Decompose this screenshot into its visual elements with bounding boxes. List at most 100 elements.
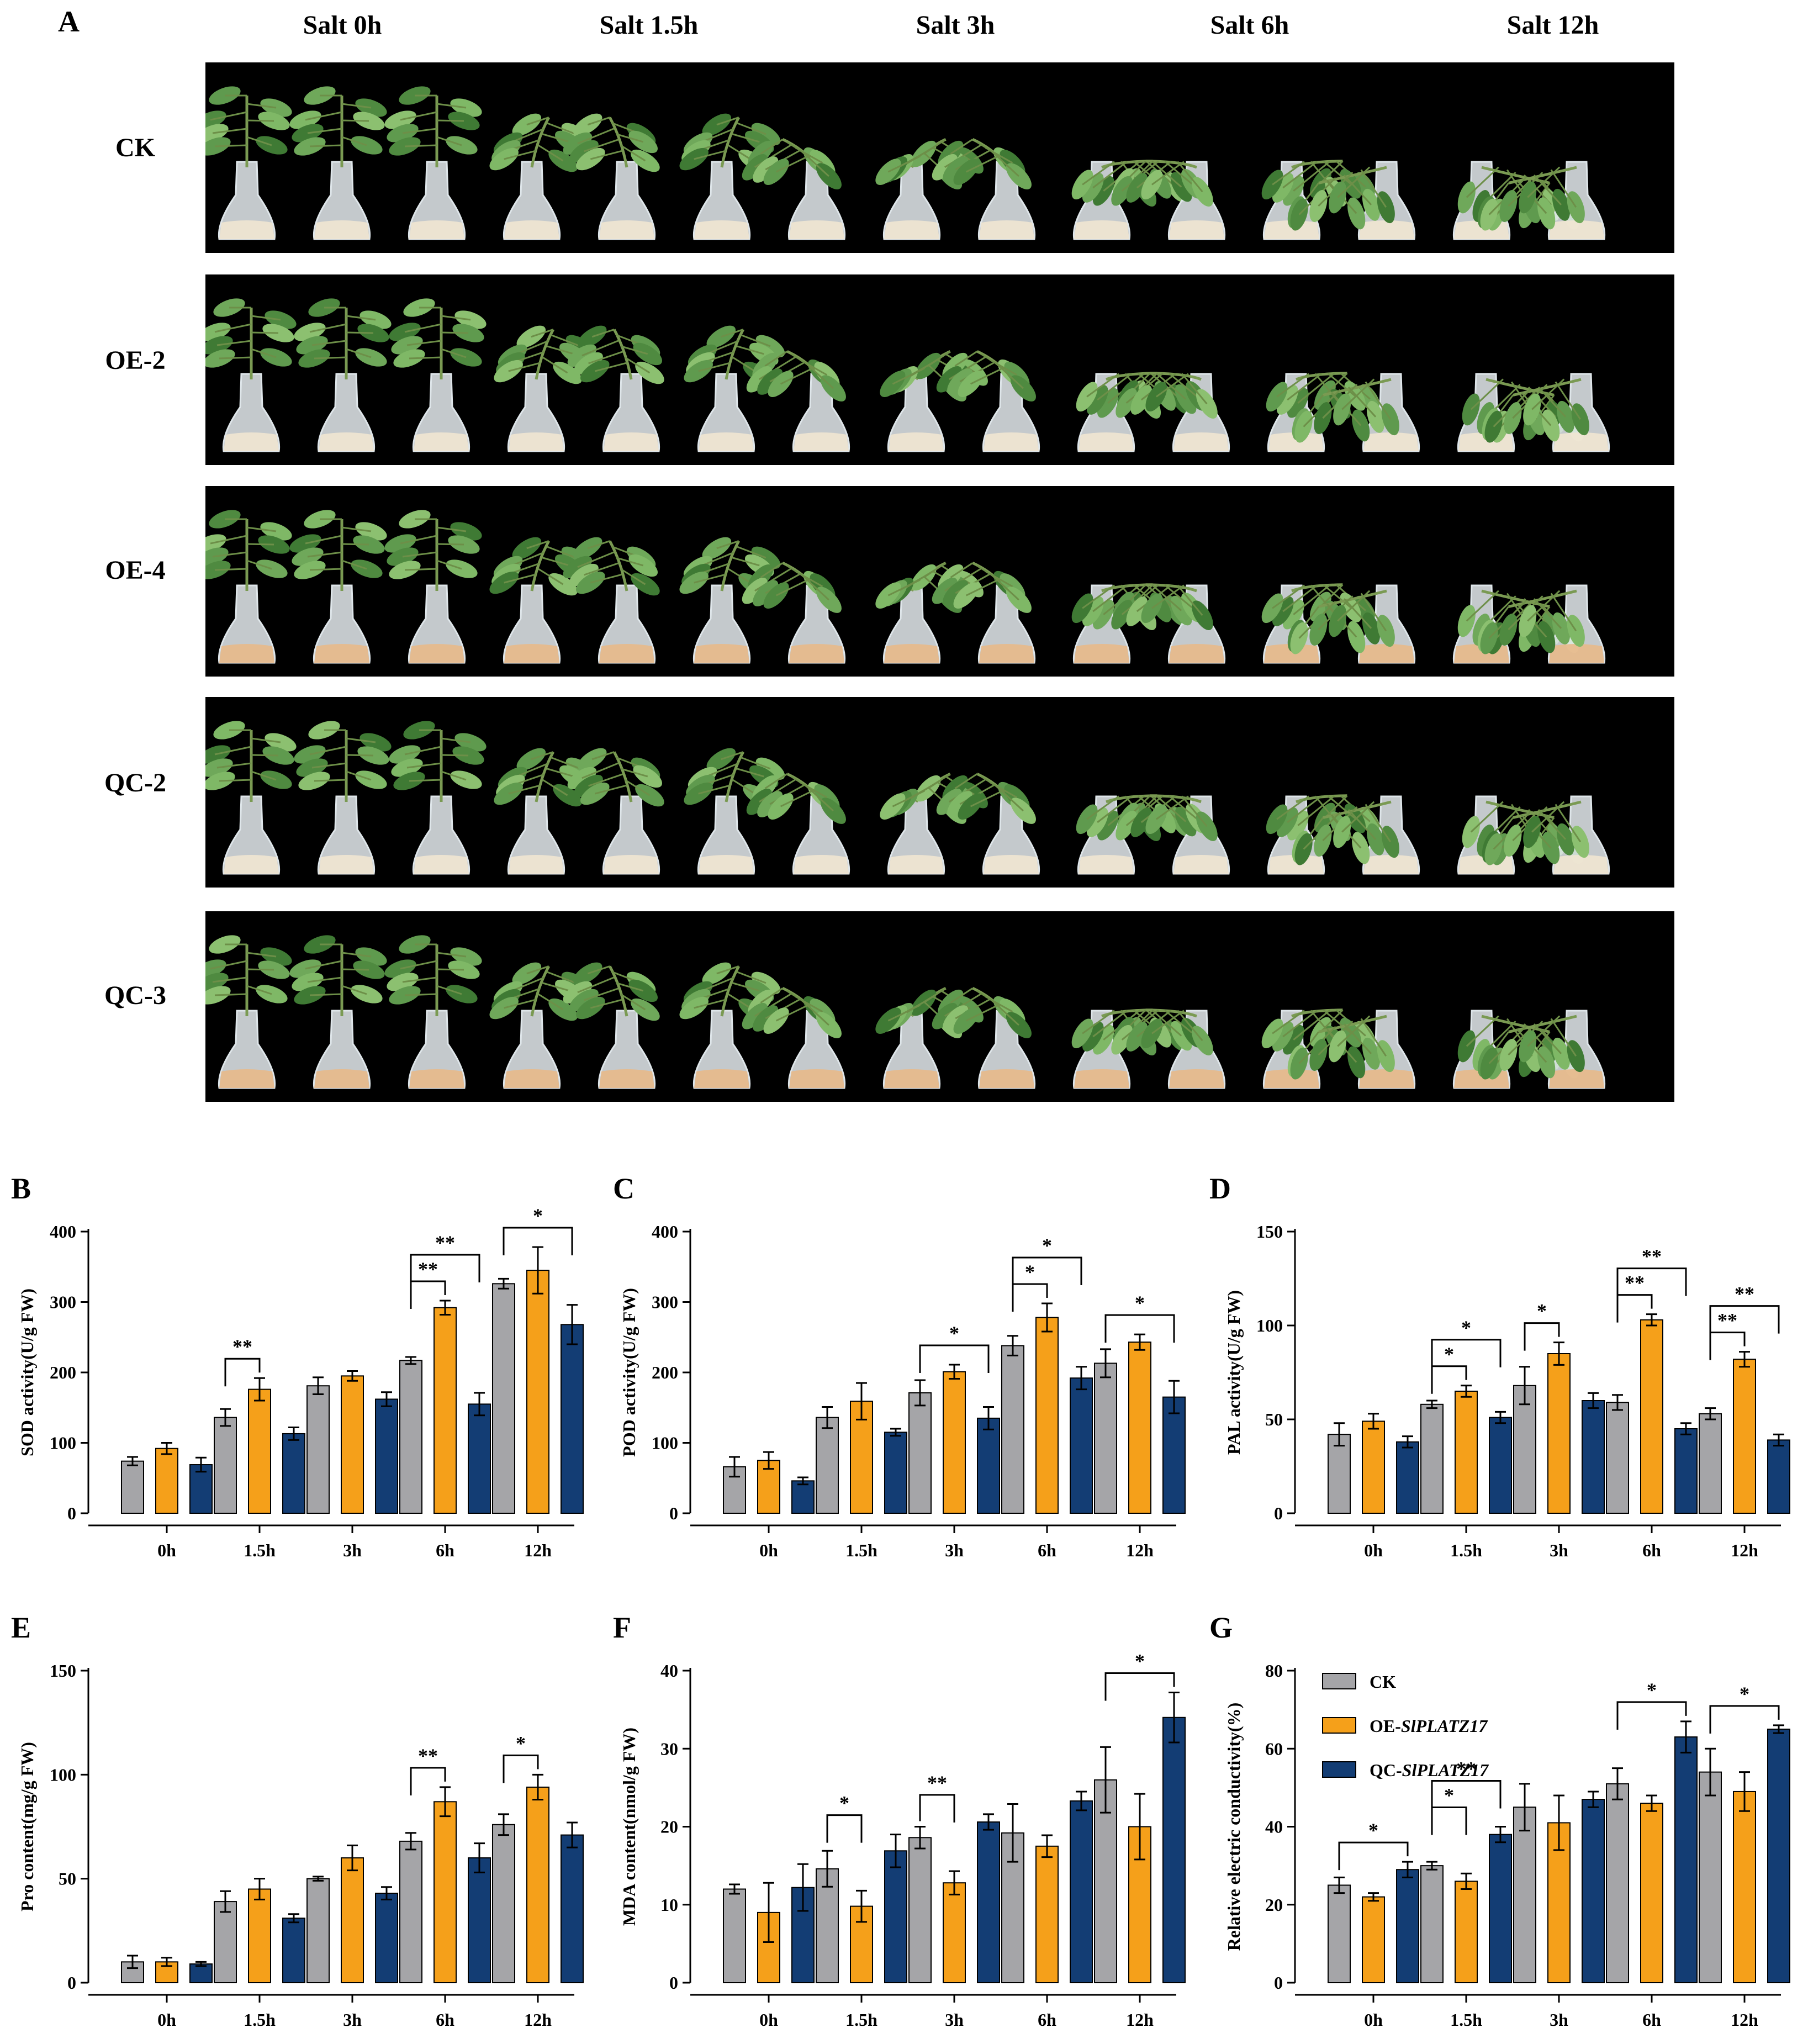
time-header-6h: Salt 6h xyxy=(1210,10,1289,40)
bar xyxy=(306,1878,330,1983)
time-header-0h: Salt 0h xyxy=(303,10,382,40)
plant-flask xyxy=(1482,795,1610,875)
bar xyxy=(757,1460,780,1514)
y-tick-label: 300 xyxy=(652,1292,678,1312)
bar xyxy=(1455,1391,1478,1514)
chart-pal: D 0 50 100 150 PAL activity(U/g FW) 0h 1.5h 3h 6h… xyxy=(1209,1172,1790,1560)
plant-flask xyxy=(289,510,387,664)
significance-label: * xyxy=(1444,1784,1454,1807)
significance-bracket xyxy=(1338,1841,1409,1871)
significance-bracket xyxy=(1524,1322,1560,1351)
bar xyxy=(1489,1417,1512,1514)
significance-bracket xyxy=(1616,1267,1687,1296)
y-axis-label: POD activity(U/g FW) xyxy=(619,1288,639,1457)
panel-letter: F xyxy=(613,1611,631,1644)
x-tick-label: 6h xyxy=(436,2010,454,2030)
significance-label: ** xyxy=(232,1335,252,1358)
plant-flask xyxy=(932,561,1036,664)
plant-flask xyxy=(1111,160,1226,240)
plant-flask xyxy=(1266,372,1381,452)
bar xyxy=(526,1786,549,1983)
bar xyxy=(1767,1439,1790,1514)
bar xyxy=(1396,1869,1419,1983)
plant-flask xyxy=(746,350,850,452)
x-tick-label: 0h xyxy=(759,1540,778,1560)
significance-bracket xyxy=(1431,1780,1502,1809)
significance-label: * xyxy=(1461,1317,1471,1339)
bar xyxy=(908,1837,932,1983)
x-tick-label: 6h xyxy=(1038,2010,1056,2030)
significance-bracket xyxy=(1709,1705,1780,1734)
significance-label: * xyxy=(1647,1679,1657,1701)
significance-bracket xyxy=(1104,1672,1175,1701)
x-tick-label: 3h xyxy=(1550,2010,1568,2030)
panel-letter: C xyxy=(613,1172,635,1205)
bar xyxy=(434,1307,457,1514)
bar xyxy=(341,1375,364,1514)
bar xyxy=(214,1901,237,1983)
bar xyxy=(561,1324,584,1514)
plant-flask xyxy=(679,537,781,664)
plant-flask xyxy=(294,721,392,875)
bar xyxy=(1767,1728,1790,1983)
plant-flask xyxy=(1292,795,1420,875)
significance-label: * xyxy=(1444,1343,1454,1365)
y-tick-label: 200 xyxy=(50,1362,76,1382)
significance-bracket xyxy=(1616,1294,1653,1323)
significance-label: ** xyxy=(1735,1283,1754,1305)
bar xyxy=(1328,1434,1351,1514)
chart-mda: F 0 10 20 30 40 MDA content(nmol/g FW) 0h 1.5h 3h… xyxy=(613,1611,1186,2030)
plant-flask xyxy=(679,962,781,1089)
plant-flask xyxy=(384,935,482,1089)
significance-label: * xyxy=(1135,1650,1145,1672)
plant-flask xyxy=(205,510,292,664)
x-tick-label: 6h xyxy=(1642,2010,1661,2030)
bar xyxy=(214,1417,237,1514)
bar xyxy=(1547,1353,1571,1514)
significance-label: * xyxy=(1025,1261,1035,1283)
y-axis-label: Pro content(mg/g FW) xyxy=(17,1742,37,1911)
significance-label: * xyxy=(839,1792,849,1814)
bar xyxy=(561,1834,584,1983)
plant-flask xyxy=(563,962,660,1089)
plant-flask xyxy=(1111,1008,1226,1089)
plant-flask xyxy=(875,561,984,664)
plant-photo xyxy=(205,935,1606,1089)
significance-bracket xyxy=(1012,1256,1082,1286)
plant-flask xyxy=(205,721,297,875)
row-label-oe4: OE-4 xyxy=(105,556,166,585)
y-tick-label: 20 xyxy=(660,1817,678,1837)
significance-bracket xyxy=(1431,1339,1502,1367)
panel-a-letter: A xyxy=(58,5,80,38)
plant-flask xyxy=(1287,1010,1416,1089)
significance-label: * xyxy=(949,1322,959,1344)
photo-strip-ck xyxy=(205,62,1674,253)
bar xyxy=(977,1821,1000,1983)
plant-flask xyxy=(205,298,297,452)
bar xyxy=(434,1801,457,1983)
significance-bracket xyxy=(503,1754,539,1783)
bar xyxy=(526,1270,549,1514)
row-label-qc3: QC-3 xyxy=(104,981,166,1010)
x-tick-label: 6h xyxy=(436,1540,454,1560)
bar xyxy=(1674,1736,1698,1983)
significance-label: ** xyxy=(418,1258,438,1280)
significance-bracket xyxy=(410,1767,446,1795)
photo-strip-oe2 xyxy=(205,274,1674,465)
bar xyxy=(1128,1341,1151,1514)
significance-bracket xyxy=(224,1358,261,1387)
bar xyxy=(943,1371,966,1514)
bar xyxy=(1582,1799,1605,1983)
plant-flask xyxy=(1457,795,1584,875)
bar xyxy=(1035,1845,1059,1983)
significance-bracket xyxy=(410,1280,446,1309)
plant-flask xyxy=(1477,1010,1606,1089)
bar xyxy=(1733,1791,1756,1983)
plant-flask xyxy=(489,962,591,1089)
panel-letter: E xyxy=(11,1611,31,1644)
plant-flask xyxy=(289,935,387,1089)
legend-swatch xyxy=(1322,1717,1356,1734)
plant-flask xyxy=(289,86,387,240)
y-tick-label: 150 xyxy=(1256,1222,1283,1242)
x-tick-label: 3h xyxy=(945,2010,964,2030)
